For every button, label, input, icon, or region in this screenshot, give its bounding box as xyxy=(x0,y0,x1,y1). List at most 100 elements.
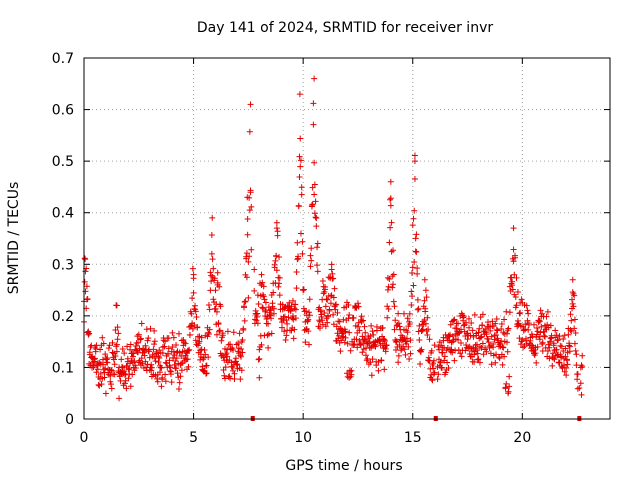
data-point xyxy=(116,395,123,402)
data-point xyxy=(286,299,293,306)
data-point xyxy=(388,248,395,255)
data-point xyxy=(227,375,234,382)
y-tick-label: 0.6 xyxy=(52,103,74,119)
data-point xyxy=(346,329,353,336)
data-point xyxy=(82,256,89,263)
data-point xyxy=(276,274,283,281)
data-point xyxy=(152,358,159,365)
grid-lines xyxy=(84,58,610,419)
data-point xyxy=(468,319,475,326)
data-point xyxy=(172,358,179,364)
data-point xyxy=(175,386,182,393)
data-point xyxy=(402,351,409,358)
data-point xyxy=(414,296,421,303)
data-point xyxy=(296,91,303,98)
data-point xyxy=(184,356,191,363)
data-point xyxy=(569,300,576,307)
data-point xyxy=(568,328,575,335)
data-point xyxy=(276,292,283,299)
data-point xyxy=(162,359,169,366)
data-point xyxy=(553,346,560,353)
data-point xyxy=(503,380,510,387)
data-point xyxy=(344,299,350,306)
data-point xyxy=(95,381,102,388)
data-point xyxy=(170,334,177,341)
data-point xyxy=(267,307,274,314)
data-point xyxy=(471,311,478,318)
data-point xyxy=(101,374,108,381)
data-point xyxy=(91,355,98,362)
data-point xyxy=(306,296,313,303)
data-point xyxy=(171,361,178,368)
data-point xyxy=(182,340,189,347)
data-point xyxy=(132,362,139,369)
data-point xyxy=(265,344,272,351)
data-point xyxy=(246,253,253,260)
data-point xyxy=(436,346,443,353)
data-point xyxy=(206,326,213,333)
data-point xyxy=(297,157,304,164)
data-point xyxy=(270,289,277,296)
data-point xyxy=(119,364,126,371)
data-point xyxy=(510,225,517,232)
data-point xyxy=(327,300,334,307)
data-point xyxy=(256,346,263,353)
data-point xyxy=(544,347,551,354)
data-point xyxy=(364,355,371,362)
data-point xyxy=(475,356,482,363)
data-point xyxy=(300,286,307,293)
data-point xyxy=(254,320,261,327)
data-point xyxy=(395,310,402,317)
data-point xyxy=(240,327,247,334)
data-point xyxy=(563,372,570,379)
data-point xyxy=(466,324,473,331)
data-point xyxy=(260,283,267,290)
data-point xyxy=(420,303,427,310)
data-point xyxy=(449,332,456,339)
data-point xyxy=(143,326,150,333)
data-point xyxy=(415,305,422,312)
data-point xyxy=(536,318,543,325)
data-point xyxy=(387,178,394,185)
data-point xyxy=(369,356,376,363)
data-point xyxy=(241,299,248,306)
data-point xyxy=(162,371,169,378)
data-point xyxy=(230,346,237,353)
data-point xyxy=(127,341,134,348)
data-point xyxy=(221,375,228,382)
data-point xyxy=(108,381,115,388)
data-point xyxy=(200,354,207,361)
data-point xyxy=(543,313,550,320)
data-point xyxy=(456,329,463,336)
data-point xyxy=(403,338,410,345)
data-point xyxy=(466,315,473,322)
data-point xyxy=(154,350,161,357)
data-point xyxy=(308,257,315,264)
data-point xyxy=(237,376,244,383)
data-point xyxy=(344,340,351,347)
data-point xyxy=(525,326,532,333)
data-point xyxy=(414,270,421,277)
data-point xyxy=(337,348,344,355)
data-point xyxy=(322,323,329,330)
data-point xyxy=(414,265,421,272)
data-point xyxy=(358,318,365,325)
data-point xyxy=(479,322,486,329)
data-point xyxy=(238,353,245,360)
data-point xyxy=(434,376,441,383)
data-point xyxy=(258,341,265,348)
data-point xyxy=(576,385,583,392)
data-point xyxy=(288,327,295,334)
data-point xyxy=(325,312,332,319)
data-point xyxy=(216,327,223,334)
data-point xyxy=(193,314,200,321)
data-point xyxy=(411,152,418,159)
data-point xyxy=(327,293,334,300)
data-point xyxy=(156,355,163,362)
data-point xyxy=(471,351,478,358)
data-point xyxy=(298,184,305,191)
data-point xyxy=(505,325,512,332)
data-point xyxy=(148,364,155,371)
data-point xyxy=(176,379,183,386)
data-point xyxy=(319,278,326,285)
